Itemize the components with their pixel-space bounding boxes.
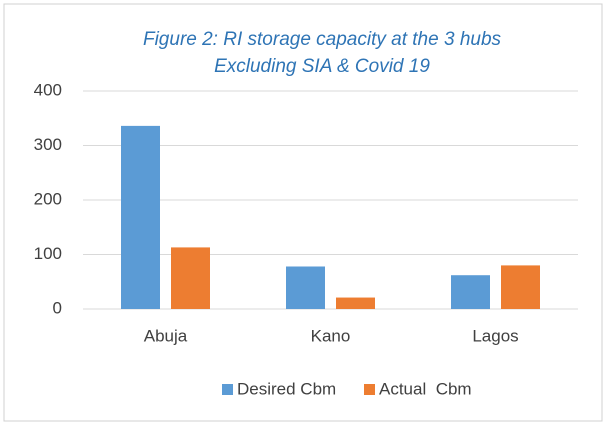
bar [171, 247, 210, 309]
y-tick-label: 100 [34, 244, 62, 263]
bar [286, 266, 325, 309]
legend-swatch [364, 384, 375, 395]
legend-label: Desired Cbm [237, 379, 336, 398]
bar [336, 297, 375, 309]
bar [451, 275, 490, 309]
x-tick-label: Abuja [144, 326, 188, 345]
x-tick-label: Lagos [472, 326, 518, 345]
bar [121, 125, 160, 309]
legend-label: Actual Cbm [379, 379, 472, 398]
y-tick-label: 0 [53, 298, 62, 317]
bar [501, 265, 540, 309]
y-tick-label: 300 [34, 135, 62, 154]
chart-subtitle: Excluding SIA & Covid 19 [214, 56, 430, 77]
y-tick-label: 400 [34, 80, 62, 99]
chart-frame [3, 3, 603, 422]
x-tick-label: Kano [311, 326, 351, 345]
chart-title: Figure 2: RI storage capacity at the 3 h… [143, 29, 502, 50]
y-tick-label: 200 [34, 189, 62, 208]
legend-swatch [222, 384, 233, 395]
